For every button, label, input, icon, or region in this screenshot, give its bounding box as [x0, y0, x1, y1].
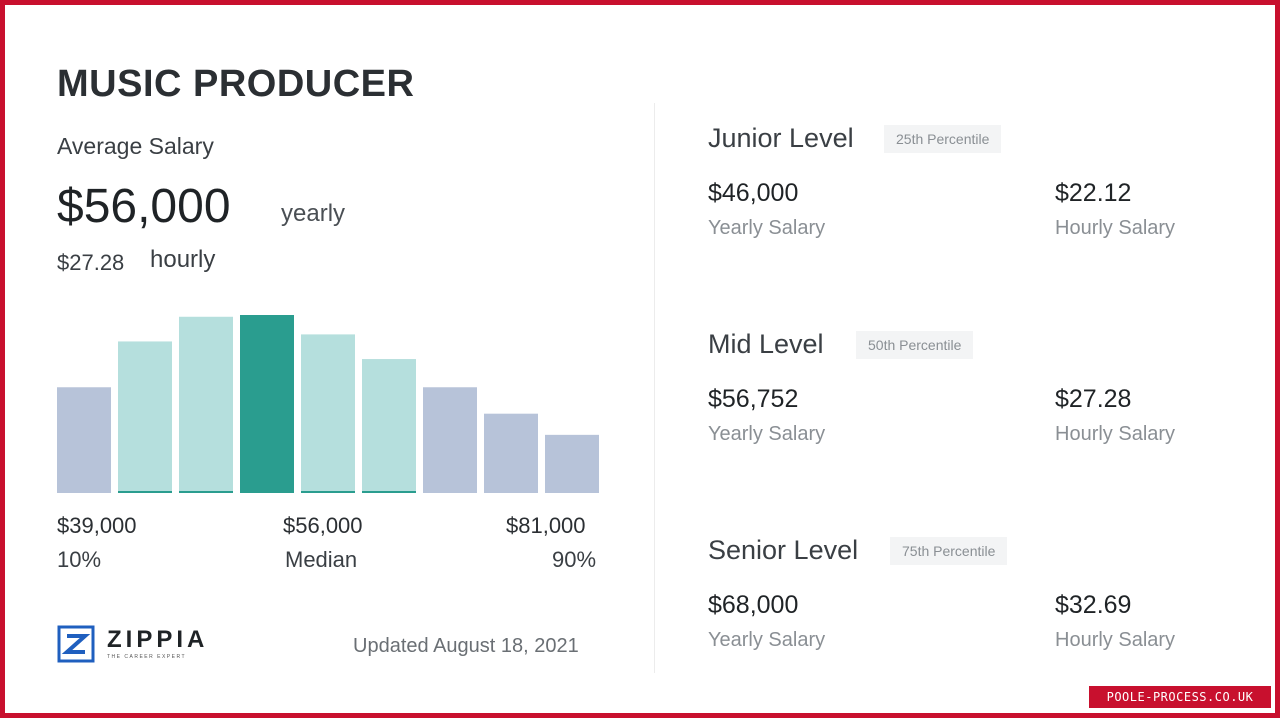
page-title: MUSIC PRODUCER — [57, 63, 415, 105]
histogram-bar — [57, 387, 111, 493]
logo-wordmark: ZIPPIA — [107, 626, 209, 653]
axis-high-value: $81,000 — [506, 513, 586, 538]
axis-high-percent: 90% — [552, 547, 597, 572]
junior-percentile-badge: 25th Percentile — [884, 125, 1002, 153]
histogram-bar — [118, 341, 172, 493]
logo-tagline: THE CAREER EXPERT — [107, 654, 187, 660]
average-yearly-label: yearly — [281, 200, 346, 227]
junior-yearly-label: Yearly Salary — [708, 217, 826, 239]
histogram-bar-underline — [118, 491, 172, 493]
average-salary-value: $56,000 — [57, 180, 231, 233]
watermark: POOLE-PROCESS.CO.UK — [1089, 686, 1271, 708]
histogram-bar — [423, 387, 477, 493]
junior-hourly-value: $22.12 — [1055, 179, 1132, 207]
histogram-bar — [301, 334, 355, 493]
zippia-logo: ZIPPIA THE CAREER EXPERT — [57, 625, 208, 663]
mid-hourly-label: Hourly Salary — [1055, 423, 1176, 445]
salary-distribution-chart — [57, 315, 599, 493]
junior-level-title: Junior Level — [708, 123, 854, 153]
histogram-bar-underline — [362, 491, 416, 493]
junior-hourly-label: Hourly Salary — [1055, 217, 1176, 239]
axis-low-value: $39,000 — [57, 513, 137, 538]
senior-hourly-value: $32.69 — [1055, 591, 1132, 619]
histogram-bar — [179, 316, 233, 493]
histogram-bar-underline — [301, 491, 355, 493]
histogram-bar-underline — [179, 491, 233, 493]
axis-median-label: Median — [285, 547, 358, 572]
senior-hourly-label: Hourly Salary — [1055, 629, 1176, 651]
average-hourly-label: hourly — [150, 246, 216, 273]
junior-yearly-value: $46,000 — [708, 179, 799, 207]
average-hourly-value: $27.28 — [57, 250, 125, 275]
histogram-bar — [484, 413, 538, 493]
column-divider — [654, 103, 655, 673]
histogram-bar — [362, 359, 416, 493]
histogram-bar — [240, 315, 294, 493]
senior-percentile-badge: 75th Percentile — [890, 537, 1008, 565]
axis-median-value: $56,000 — [283, 513, 363, 538]
mid-yearly-value: $56,752 — [708, 385, 799, 413]
mid-yearly-label: Yearly Salary — [708, 423, 826, 445]
updated-date: Updated August 18, 2021 — [353, 635, 579, 657]
mid-hourly-value: $27.28 — [1055, 385, 1132, 413]
mid-level-title: Mid Level — [708, 329, 824, 359]
senior-level-title: Senior Level — [708, 535, 859, 565]
axis-low-percent: 10% — [57, 547, 102, 572]
histogram-bar — [545, 434, 599, 493]
average-salary-label: Average Salary — [57, 133, 214, 159]
mid-percentile-badge: 50th Percentile — [856, 331, 974, 359]
senior-yearly-label: Yearly Salary — [708, 629, 826, 651]
senior-yearly-value: $68,000 — [708, 591, 799, 619]
zippia-logo-icon — [57, 625, 95, 663]
